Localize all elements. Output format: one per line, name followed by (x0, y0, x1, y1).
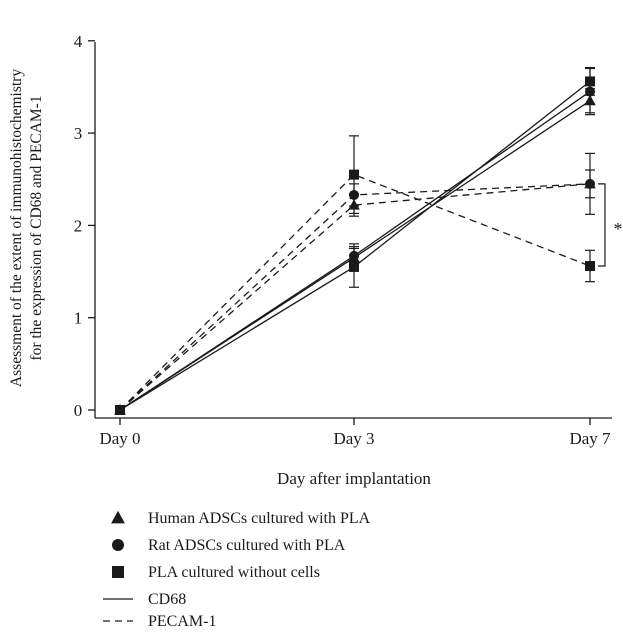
axes: 0 1 2 3 4 Day 0 Day 3 Day 7 (74, 32, 612, 448)
legend-item-circle: Rat ADSCs cultured with PLA (112, 537, 346, 554)
legend-label: PECAM-1 (148, 613, 216, 630)
data-point-square (349, 261, 359, 272)
legend-label: Rat ADSCs cultured with PLA (148, 537, 346, 554)
legend-label: PLA cultured without cells (148, 564, 320, 581)
legend-item-triangle: Human ADSCs cultured with PLA (111, 510, 371, 527)
data-point-square (115, 405, 125, 415)
x-axis-label: Day after implantation (277, 469, 431, 488)
series-line (119, 183, 591, 411)
legend-square-icon (112, 566, 124, 578)
series-triangle-dashed (114, 169, 596, 415)
series-group (114, 66, 596, 415)
legend-label: CD68 (148, 591, 186, 608)
series-line (119, 183, 591, 411)
legend-triangle-icon (111, 510, 125, 524)
y-tick-label: 1 (74, 309, 83, 328)
x-tick-label: Day 3 (333, 429, 374, 448)
y-tick-label: 2 (74, 216, 83, 235)
significance-bracket: * (598, 183, 623, 267)
y-tick-label: 3 (74, 124, 83, 143)
y-tick-label: 0 (74, 401, 83, 420)
series-square-dashed (115, 135, 595, 415)
significance-line (598, 183, 606, 267)
legend-label: Human ADSCs cultured with PLA (148, 510, 371, 527)
legend: Human ADSCs cultured with PLA Rat ADSCs c… (103, 510, 371, 630)
legend-item-solid: CD68 (103, 591, 186, 608)
legend-circle-icon (112, 539, 124, 551)
series-square-solid (115, 66, 595, 415)
y-tick-label: 4 (74, 32, 83, 51)
y-axis-label-line1: Assessment of the extent of immunohistoc… (8, 69, 25, 387)
x-tick-label: Day 0 (99, 429, 140, 448)
data-point-circle (585, 178, 595, 189)
x-tick-label: Day 7 (569, 429, 611, 448)
legend-item-square: PLA cultured without cells (112, 564, 320, 581)
data-point-square (585, 76, 595, 87)
legend-item-dashed: PECAM-1 (103, 613, 216, 630)
series-line (119, 173, 591, 411)
series-circle-dashed (115, 152, 595, 415)
significance-star: * (614, 219, 623, 239)
series-line (119, 91, 591, 411)
series-circle-solid (115, 67, 595, 415)
y-axis-label-line2: for the expression of CD68 and PECAM-1 (28, 95, 45, 360)
series-line (119, 80, 591, 411)
data-point-square (585, 261, 595, 272)
data-point-square (349, 169, 359, 180)
